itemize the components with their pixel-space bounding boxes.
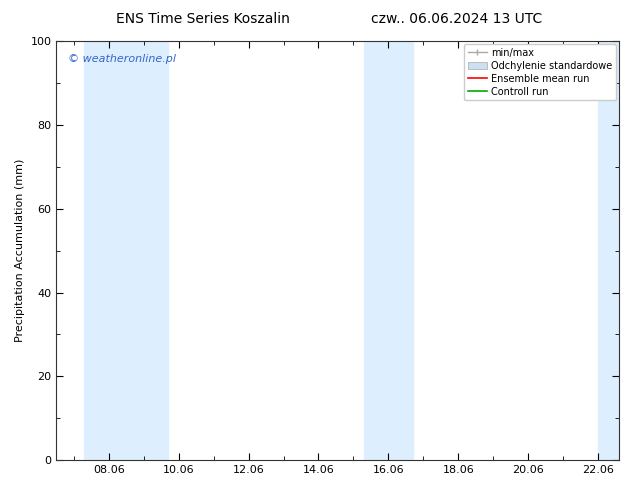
Bar — [84, 41, 168, 460]
Bar — [598, 41, 619, 460]
Text: © weatheronline.pl: © weatheronline.pl — [68, 53, 176, 64]
Y-axis label: Precipitation Accumulation (mm): Precipitation Accumulation (mm) — [15, 159, 25, 343]
Text: ENS Time Series Koszalin: ENS Time Series Koszalin — [116, 12, 290, 26]
Legend: min/max, Odchylenie standardowe, Ensemble mean run, Controll run: min/max, Odchylenie standardowe, Ensembl… — [463, 44, 616, 100]
Bar — [364, 41, 413, 460]
Text: czw.. 06.06.2024 13 UTC: czw.. 06.06.2024 13 UTC — [371, 12, 542, 26]
